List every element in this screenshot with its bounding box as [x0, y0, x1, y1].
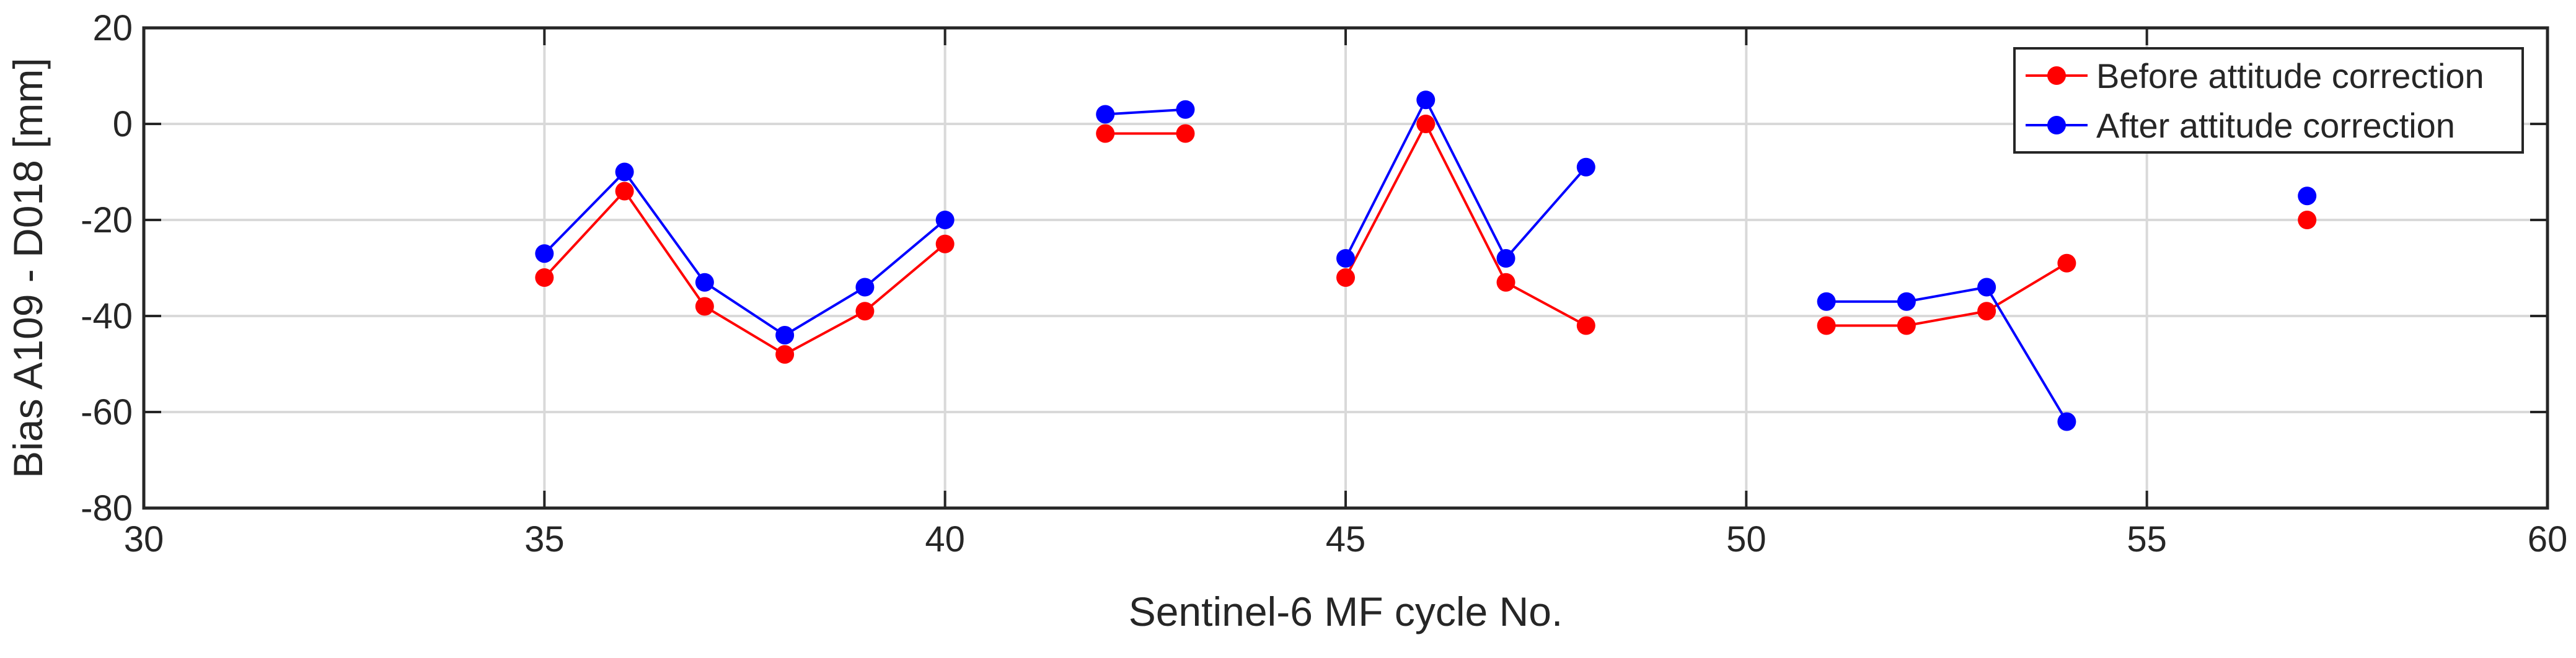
y-tick-label: 20: [92, 8, 133, 48]
data-point-before: [1897, 316, 1916, 335]
data-point-after: [1096, 105, 1115, 124]
data-point-before: [2298, 211, 2317, 229]
data-point-before: [695, 297, 714, 316]
legend: Before attitude correction After attitud…: [2013, 47, 2524, 154]
data-point-before: [1817, 316, 1836, 335]
data-point-before: [1496, 273, 1515, 292]
x-tick-label: 45: [1326, 519, 1366, 559]
data-point-before: [1416, 115, 1436, 133]
data-point-before: [935, 234, 955, 253]
x-tick-label: 50: [1726, 519, 1767, 559]
data-point-after: [1897, 292, 1916, 311]
y-tick-label: -80: [81, 488, 133, 529]
data-point-after: [775, 326, 795, 344]
data-point-after: [535, 244, 554, 263]
data-point-after: [935, 211, 955, 229]
data-point-before: [535, 268, 554, 287]
data-point-after: [1576, 157, 1595, 177]
x-tick-label: 60: [2528, 519, 2568, 559]
data-point-after: [615, 162, 634, 182]
series-line-after: [1105, 108, 1186, 116]
data-point-after: [1817, 292, 1836, 311]
data-point-before: [2057, 253, 2076, 273]
x-tick-label: 35: [524, 519, 565, 559]
legend-label-after: After attitude correction: [2096, 106, 2455, 145]
series-line-before: [543, 189, 946, 356]
data-point-after: [2057, 412, 2076, 431]
data-point-after: [1336, 249, 1355, 268]
data-point-before: [1176, 124, 1195, 143]
y-axis-label: Bias A109 - D018 [mm]: [5, 58, 51, 478]
legend-marker-before: [2047, 66, 2066, 85]
x-tick-label: 40: [925, 519, 965, 559]
series-layer: [535, 90, 2317, 431]
data-point-before: [775, 345, 795, 364]
series-line-before: [1344, 121, 1587, 327]
data-point-before: [855, 302, 875, 321]
y-tick-label: -40: [81, 296, 133, 336]
legend-box: [2013, 47, 2524, 154]
series-line-after: [1344, 97, 1587, 261]
data-point-after: [1416, 90, 1436, 110]
x-tick-label: 55: [2127, 519, 2167, 559]
data-point-before: [1977, 302, 1996, 321]
tick-layer: 30 35 40 45 50 55 60 20 0 -20 -40 -60 -80: [81, 8, 2567, 559]
data-point-after: [1176, 100, 1195, 119]
legend-label-before: Before attitude correction: [2096, 56, 2484, 95]
x-tick-label: 30: [124, 519, 164, 559]
data-point-after: [1977, 278, 1996, 297]
data-point-before: [1336, 268, 1355, 287]
data-point-before: [1576, 316, 1595, 335]
data-point-after: [855, 278, 875, 297]
data-point-after: [1496, 249, 1515, 268]
data-point-before: [1096, 124, 1115, 143]
y-tick-label: -60: [81, 392, 133, 432]
series-line-before: [1826, 262, 2068, 327]
series-line-after: [543, 170, 946, 337]
series-line-after: [1826, 286, 2068, 423]
y-tick-label: -20: [81, 200, 133, 240]
data-point-after: [2298, 186, 2317, 206]
data-point-before: [615, 182, 634, 201]
legend-marker-after: [2047, 116, 2066, 134]
data-point-after: [695, 273, 714, 292]
x-axis-label: Sentinel-6 MF cycle No.: [1129, 589, 1563, 634]
y-tick-label: 0: [113, 104, 133, 144]
